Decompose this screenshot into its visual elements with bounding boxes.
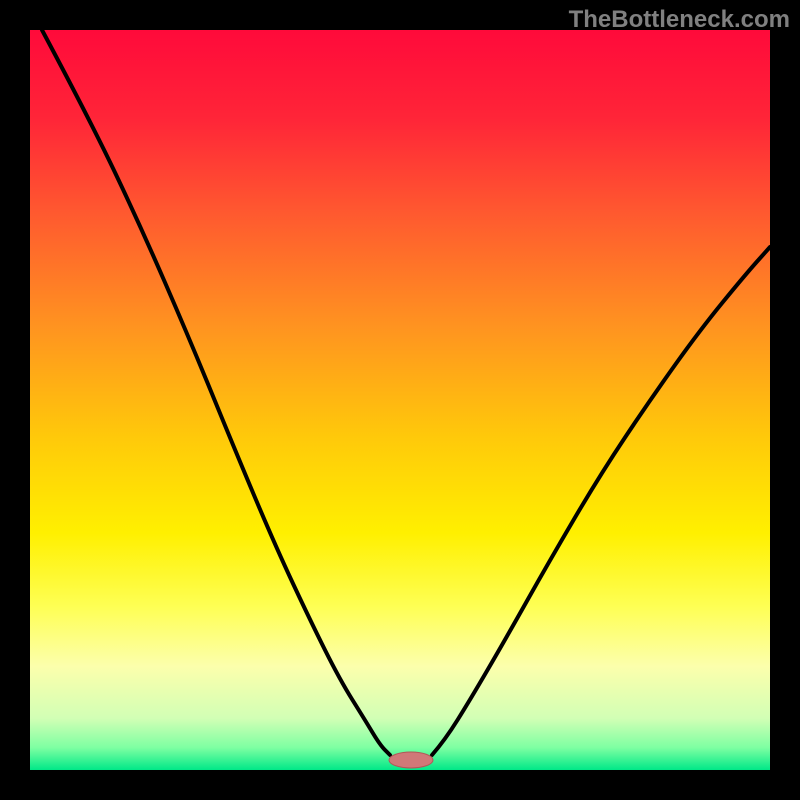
plot-background — [30, 30, 770, 770]
chart-container: TheBottleneck.com — [0, 0, 800, 800]
watermark-text: TheBottleneck.com — [569, 6, 790, 34]
chart-svg — [0, 0, 800, 800]
bottleneck-marker — [389, 752, 433, 768]
